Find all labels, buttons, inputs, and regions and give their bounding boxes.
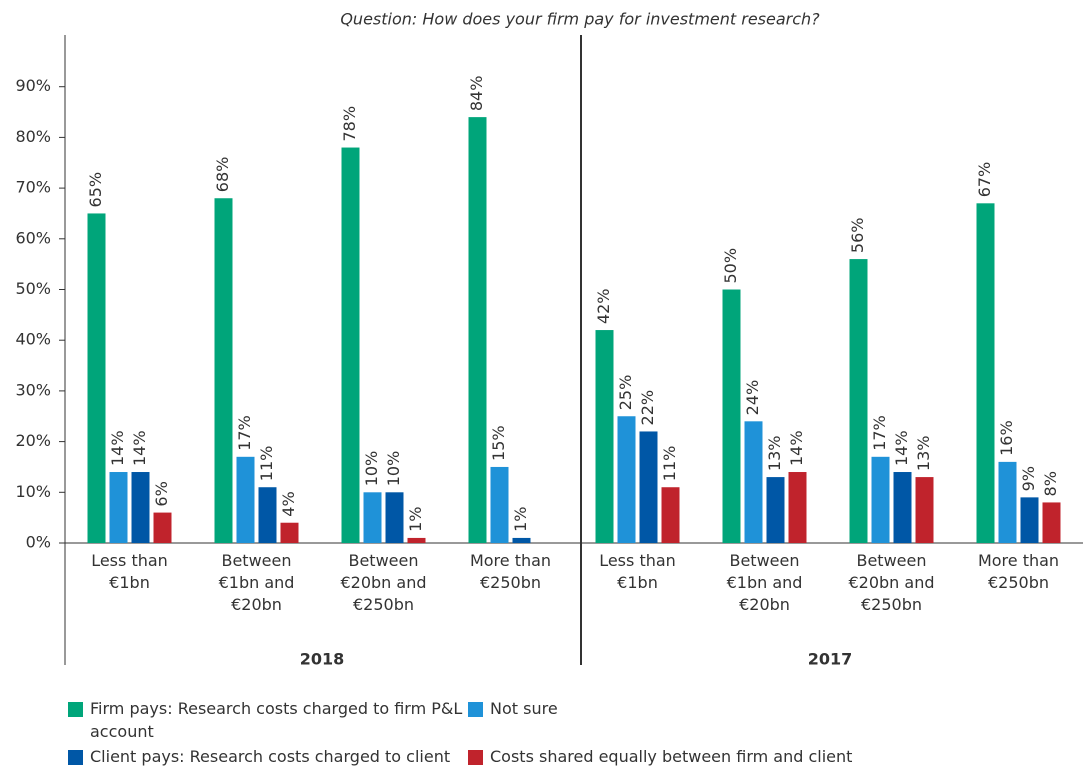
bar	[871, 456, 890, 543]
legend-label: Firm pays: Research costs charged to fir…	[90, 699, 463, 741]
value-label: 10%	[384, 451, 403, 487]
legend-item: Not sure	[468, 697, 880, 720]
bar	[214, 198, 233, 544]
value-label: 14%	[108, 430, 127, 466]
x-tick-label: Between €20bn and €250bn	[848, 551, 935, 614]
bar	[617, 416, 636, 543]
bar	[661, 487, 680, 543]
legend-item: Costs shared equally between firm and cl…	[468, 745, 880, 768]
legend-swatch	[468, 702, 483, 717]
bar	[490, 466, 509, 543]
x-tick-label: Between €1bn and €20bn	[218, 551, 295, 614]
y-tick-label: 60%	[15, 228, 51, 247]
group-label: 2018	[300, 650, 345, 669]
bar	[788, 472, 807, 543]
bar	[998, 461, 1017, 543]
y-tick-label: 40%	[15, 330, 51, 349]
bar	[236, 456, 255, 543]
value-label: 50%	[721, 248, 740, 284]
value-label: 42%	[594, 288, 613, 324]
value-label: 24%	[743, 380, 762, 416]
value-label: 14%	[892, 430, 911, 466]
value-label: 11%	[660, 446, 679, 482]
legend-label: Costs shared equally between firm and cl…	[490, 747, 853, 766]
bar	[976, 203, 995, 543]
y-tick-label: 20%	[15, 431, 51, 450]
legend-label: Not sure	[490, 699, 558, 718]
y-tick-label: 30%	[15, 380, 51, 399]
value-label: 1%	[511, 507, 530, 532]
bar	[893, 472, 912, 543]
group-label: 2017	[808, 650, 853, 669]
bar	[766, 477, 785, 543]
value-label: 78%	[340, 106, 359, 142]
legend-swatch	[68, 750, 83, 765]
bar	[1020, 497, 1039, 543]
value-label: 17%	[870, 415, 889, 451]
value-label: 16%	[997, 420, 1016, 456]
bar	[341, 147, 360, 544]
value-label: 56%	[848, 218, 867, 254]
value-label: 14%	[787, 430, 806, 466]
bar	[131, 472, 150, 543]
y-tick-label: 10%	[15, 482, 51, 501]
legend-label: Client pays: Research costs charged to c…	[90, 747, 451, 772]
value-label: 25%	[616, 375, 635, 411]
value-label: 22%	[638, 390, 657, 426]
value-label: 68%	[213, 157, 232, 193]
value-label: 10%	[362, 451, 381, 487]
bar	[385, 492, 404, 543]
bar	[639, 431, 658, 543]
x-tick-label: More than €250bn	[977, 551, 1060, 592]
bar	[512, 537, 531, 543]
value-label: 8%	[1041, 471, 1060, 496]
value-label: 17%	[235, 415, 254, 451]
bar	[363, 492, 382, 543]
y-tick-label: 90%	[15, 76, 51, 95]
value-label: 9%	[1019, 466, 1038, 491]
legend-item: Firm pays: Research costs charged to fir…	[68, 697, 480, 743]
bar	[722, 289, 741, 543]
value-label: 67%	[975, 162, 994, 198]
legend-swatch	[468, 750, 483, 765]
bar	[595, 330, 614, 543]
bar	[407, 537, 426, 543]
y-tick-label: 0%	[26, 533, 51, 552]
bar	[280, 522, 299, 543]
value-label: 14%	[130, 430, 149, 466]
bar	[849, 259, 868, 543]
bar	[153, 512, 172, 543]
value-label: 13%	[914, 436, 933, 472]
x-tick-label: Between €1bn and €20bn	[726, 551, 803, 614]
y-tick-label: 80%	[15, 127, 51, 146]
value-label: 4%	[279, 491, 298, 516]
value-label: 84%	[467, 76, 486, 112]
bar	[109, 472, 128, 543]
value-label: 15%	[489, 425, 508, 461]
legend-item: Client pays: Research costs charged to c…	[68, 745, 480, 772]
x-tick-label: Less than €1bn	[91, 551, 168, 592]
value-label: 1%	[406, 507, 425, 532]
chart-subtitle: Question: How does your firm pay for inv…	[340, 10, 820, 29]
bar	[1042, 502, 1061, 543]
value-label: 65%	[86, 172, 105, 208]
bar	[258, 487, 277, 543]
x-tick-label: Less than €1bn	[599, 551, 676, 592]
x-tick-label: More than €250bn	[469, 551, 552, 592]
value-label: 13%	[765, 436, 784, 472]
bar	[468, 117, 487, 544]
bar	[744, 421, 763, 543]
legend-swatch	[68, 702, 83, 717]
value-label: 11%	[257, 446, 276, 482]
bar	[915, 477, 934, 543]
value-label: 6%	[152, 481, 171, 506]
y-tick-label: 70%	[15, 178, 51, 197]
x-tick-label: Between €20bn and €250bn	[340, 551, 427, 614]
bar	[87, 213, 106, 543]
y-tick-label: 50%	[15, 279, 51, 298]
